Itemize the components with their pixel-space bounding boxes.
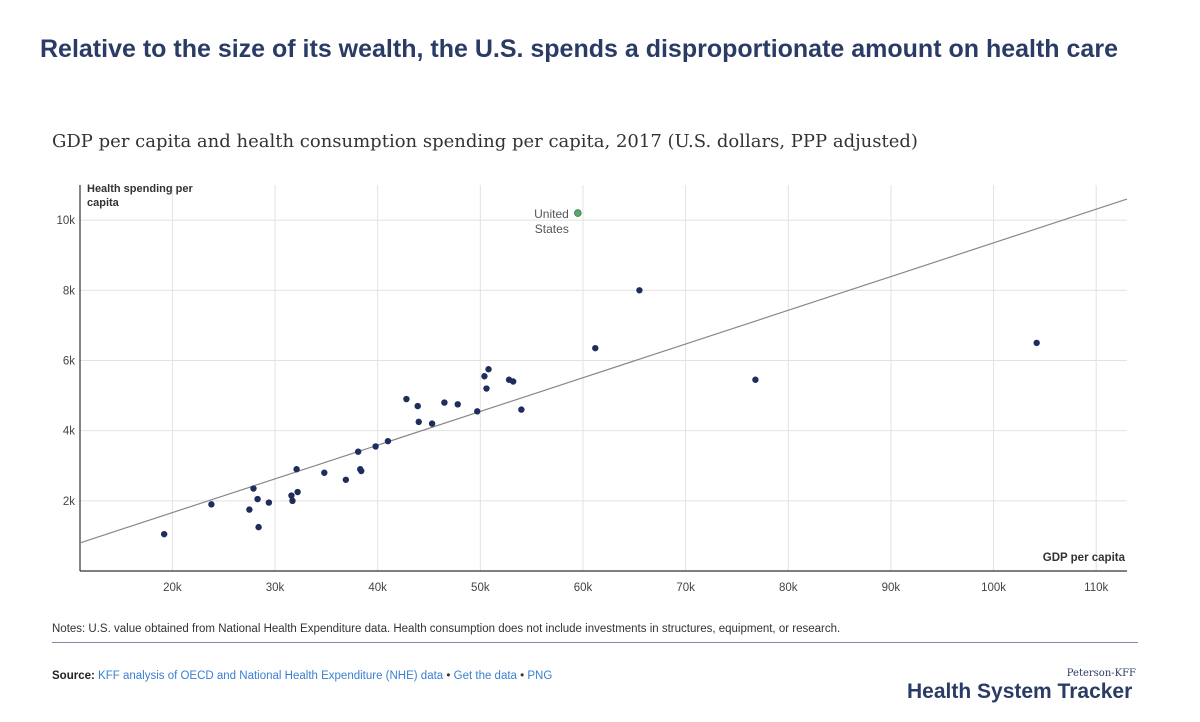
y-tick-label: 8k	[63, 285, 75, 297]
data-point[interactable]	[354, 448, 362, 455]
data-point[interactable]	[474, 408, 481, 415]
png-link[interactable]: PNG	[527, 670, 553, 682]
x-tick-label: 60k	[574, 582, 593, 594]
data-point[interactable]	[293, 466, 300, 473]
brand-subtitle: Peterson-KFF	[1066, 668, 1136, 679]
data-point[interactable]	[160, 530, 168, 538]
x-tick-label: 30k	[266, 582, 285, 594]
x-tick-label: 20k	[163, 582, 182, 594]
source-label: Source:	[52, 670, 95, 682]
y-tick-label: 2k	[63, 496, 75, 508]
data-point[interactable]	[485, 366, 492, 373]
data-point[interactable]	[208, 501, 215, 508]
data-point[interactable]	[441, 399, 448, 406]
y-tick-label: 6k	[63, 355, 75, 367]
data-point[interactable]	[250, 485, 257, 492]
data-point[interactable]	[592, 344, 599, 352]
x-tick-label: 80k	[779, 582, 798, 594]
data-point[interactable]	[321, 469, 328, 476]
x-tick-label: 100k	[981, 582, 1006, 594]
brand-logo-text: Health System Tracker	[907, 680, 1133, 703]
data-point[interactable]	[403, 395, 410, 403]
data-point[interactable]	[509, 378, 517, 385]
data-point[interactable]	[294, 488, 301, 496]
get-data-link[interactable]: Get the data	[453, 670, 517, 682]
data-point[interactable]	[636, 287, 643, 294]
x-axis-label: GDP per capita	[1043, 552, 1126, 564]
data-point[interactable]	[428, 420, 436, 427]
data-point[interactable]	[255, 523, 262, 531]
data-point[interactable]	[481, 373, 488, 380]
data-point[interactable]	[414, 402, 421, 410]
x-tick-label: 70k	[676, 582, 695, 594]
x-tick-label: 40k	[368, 582, 387, 594]
data-point[interactable]	[372, 443, 379, 450]
divider	[52, 642, 1138, 643]
united-states-point[interactable]	[574, 209, 582, 217]
data-point[interactable]	[246, 506, 253, 513]
y-tick-label: 10k	[56, 215, 75, 227]
data-point[interactable]	[752, 376, 759, 383]
data-point[interactable]	[518, 406, 525, 413]
data-point[interactable]	[483, 385, 490, 392]
chart-subtitle: GDP per capita and health consumption sp…	[52, 131, 918, 152]
y-tick-label: 4k	[63, 426, 75, 438]
source-separator: •	[520, 670, 525, 682]
data-point[interactable]	[358, 467, 365, 475]
data-point[interactable]	[415, 418, 422, 426]
x-tick-label: 90k	[882, 582, 901, 594]
data-point[interactable]	[384, 437, 392, 445]
source-link-analysis[interactable]: KFF analysis of OECD and National Health…	[98, 670, 444, 682]
x-tick-label: 50k	[471, 582, 490, 594]
chart-title: Relative to the size of its wealth, the …	[40, 35, 1118, 63]
chart-notes: Notes: U.S. value obtained from National…	[52, 623, 841, 635]
data-point[interactable]	[342, 476, 350, 483]
data-point[interactable]	[454, 401, 461, 408]
scatter-chart: 20k 30k 40k 50k 60k 70k 80k 90k 100k 110k 2k 4k 6k 8k…	[56, 183, 1128, 594]
x-tick-label: 110k	[1084, 582, 1108, 594]
data-point[interactable]	[254, 495, 261, 503]
data-point[interactable]	[289, 497, 296, 505]
data-point[interactable]	[288, 492, 295, 499]
source-line: Source: KFF analysis of OECD and Nationa…	[52, 670, 552, 682]
trend-line	[79, 198, 1128, 544]
data-point[interactable]	[265, 499, 273, 506]
y-axis-label: Health spending per capita	[87, 183, 193, 209]
source-separator: •	[446, 670, 451, 682]
united-states-label: United States	[534, 207, 569, 236]
data-point[interactable]	[1033, 339, 1040, 347]
